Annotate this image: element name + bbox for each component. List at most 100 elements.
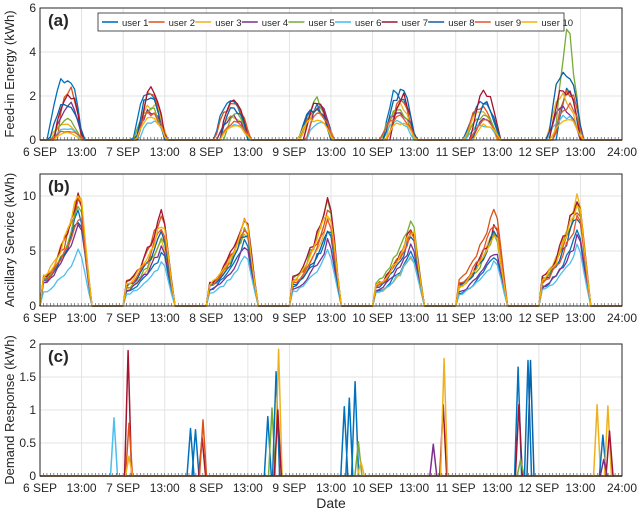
x-axis-label: Date: [316, 495, 346, 511]
x-tick-label: 24:00: [607, 481, 637, 495]
x-tick-label: 13:00: [150, 481, 180, 495]
x-tick-label: 6 SEP: [23, 311, 57, 325]
dr-spike: [271, 370, 281, 477]
dr-spike: [191, 429, 200, 477]
x-tick-label: 13:00: [316, 145, 346, 159]
x-tick-label: 10 SEP: [352, 145, 393, 159]
x-tick-label: 7 SEP: [106, 481, 140, 495]
legend-item-label: user 10: [541, 18, 573, 29]
x-tick-label: 7 SEP: [106, 145, 140, 159]
panel-label: (b): [48, 177, 70, 196]
dr-spike: [605, 430, 614, 477]
x-tick-label: 11 SEP: [436, 311, 476, 325]
y-axis-label: Feed-in Energy (kWh): [2, 10, 17, 137]
y-tick-label: 0: [29, 133, 36, 147]
x-tick-label: 13:00: [233, 145, 263, 159]
dr-spike: [523, 359, 533, 477]
x-tick-label: 12 SEP: [519, 145, 560, 159]
x-tick-label: 8 SEP: [189, 481, 223, 495]
x-tick-label: 6 SEP: [23, 145, 57, 159]
x-tick-label: 24:00: [607, 145, 637, 159]
dr-spike: [603, 405, 613, 477]
x-tick-label: 13:00: [233, 311, 263, 325]
panel-2: 0 5 10 6 SEP 13:00 7 SEP 13:00 8 SEP 13:00 9 SEP 1…: [2, 173, 637, 325]
legend-item-label: user 3: [215, 18, 241, 29]
x-tick-label: 7 SEP: [106, 311, 140, 325]
axes-box: [39, 343, 623, 477]
x-tick-label: 13:00: [233, 481, 263, 495]
y-tick-label: 1: [29, 403, 36, 417]
x-tick-label: 13:00: [150, 311, 180, 325]
panel-label: (a): [48, 11, 69, 30]
dr-spike: [429, 443, 438, 477]
legend-box: [97, 12, 565, 32]
dr-spike: [526, 359, 535, 477]
y-tick-label: 5: [29, 244, 36, 258]
x-tick-label: 13:00: [67, 481, 97, 495]
dr-spike: [109, 417, 119, 477]
legend-item-label: user 1: [122, 18, 148, 29]
panel-label: (c): [48, 347, 69, 366]
y-tick-label: 4: [29, 45, 36, 59]
x-tick-label: 13:00: [482, 145, 512, 159]
x-tick-label: 13:00: [565, 145, 595, 159]
x-tick-label: 8 SEP: [189, 311, 223, 325]
dr-spike: [267, 407, 277, 477]
x-tick-label: 13:00: [482, 481, 512, 495]
legend-item-label: user 8: [448, 18, 474, 29]
panel-3: 0 0.5 1 1.5 2 6 SEP 13:00 7 SEP 13:00 8 SEP 13:00 9…: [2, 335, 637, 495]
x-tick-label: 9 SEP: [272, 481, 306, 495]
x-tick-label: 13:00: [67, 311, 97, 325]
x-tick-label: 13:00: [565, 311, 595, 325]
dr-spike: [356, 460, 366, 477]
dr-spike: [124, 422, 134, 477]
x-tick-label: 8 SEP: [189, 145, 223, 159]
x-tick-label: 11 SEP: [436, 145, 476, 159]
x-tick-label: 13:00: [399, 145, 429, 159]
legend-item-label: user 6: [355, 18, 381, 29]
dr-spike: [516, 458, 525, 477]
x-tick-label: 11 SEP: [436, 481, 476, 495]
y-axis-label: Ancillary Service (kWh): [2, 173, 17, 307]
x-tick-label: 13:00: [399, 481, 429, 495]
axes-box: [39, 7, 623, 141]
panels: 0 2 4 6 6 SEP 13:00 7 SEP 13:00 8 SEP 13:00 9 SEP 1…: [2, 1, 637, 495]
x-tick-label: 9 SEP: [272, 145, 306, 159]
dr-spike: [439, 357, 449, 477]
y-tick-label: 2: [29, 89, 36, 103]
x-tick-label: 24:00: [607, 311, 637, 325]
dr-spike: [514, 403, 524, 477]
x-tick-label: 13:00: [399, 311, 429, 325]
y-tick-label: 1.5: [19, 370, 36, 384]
legend-item-label: user 4: [262, 18, 288, 29]
x-tick-label: 12 SEP: [519, 311, 560, 325]
x-tick-label: 13:00: [482, 311, 512, 325]
dr-spike: [599, 458, 608, 477]
dr-spike: [273, 409, 283, 477]
legend: user 1 user 2 user 3 user 4 user 5 user 6 user…: [97, 12, 573, 32]
y-tick-label: 0: [29, 469, 36, 483]
dr-spike: [198, 419, 208, 477]
x-tick-label: 9 SEP: [272, 311, 306, 325]
dr-spike: [124, 455, 134, 477]
x-tick-label: 13:00: [565, 481, 595, 495]
dr-spike: [345, 397, 354, 477]
legend-item-label: user 7: [402, 18, 428, 29]
x-tick-label: 6 SEP: [23, 481, 57, 495]
x-tick-label: 13:00: [67, 145, 97, 159]
x-tick-label: 13:00: [316, 311, 346, 325]
y-axis-label: Demand Response (kWh): [2, 335, 17, 485]
y-tick-label: 6: [29, 1, 36, 15]
x-tick-label: 10 SEP: [352, 481, 393, 495]
x-tick-label: 13:00: [150, 145, 180, 159]
y-tick-label: 0.5: [19, 436, 36, 450]
legend-item-label: user 2: [169, 18, 195, 29]
legend-item-label: user 9: [495, 18, 521, 29]
y-tick-label: 2: [29, 337, 36, 351]
x-tick-label: 12 SEP: [519, 481, 560, 495]
legend-item-label: user 5: [308, 18, 334, 29]
x-tick-label: 13:00: [316, 481, 346, 495]
x-tick-label: 10 SEP: [352, 311, 393, 325]
y-tick-label: 0: [29, 299, 36, 313]
